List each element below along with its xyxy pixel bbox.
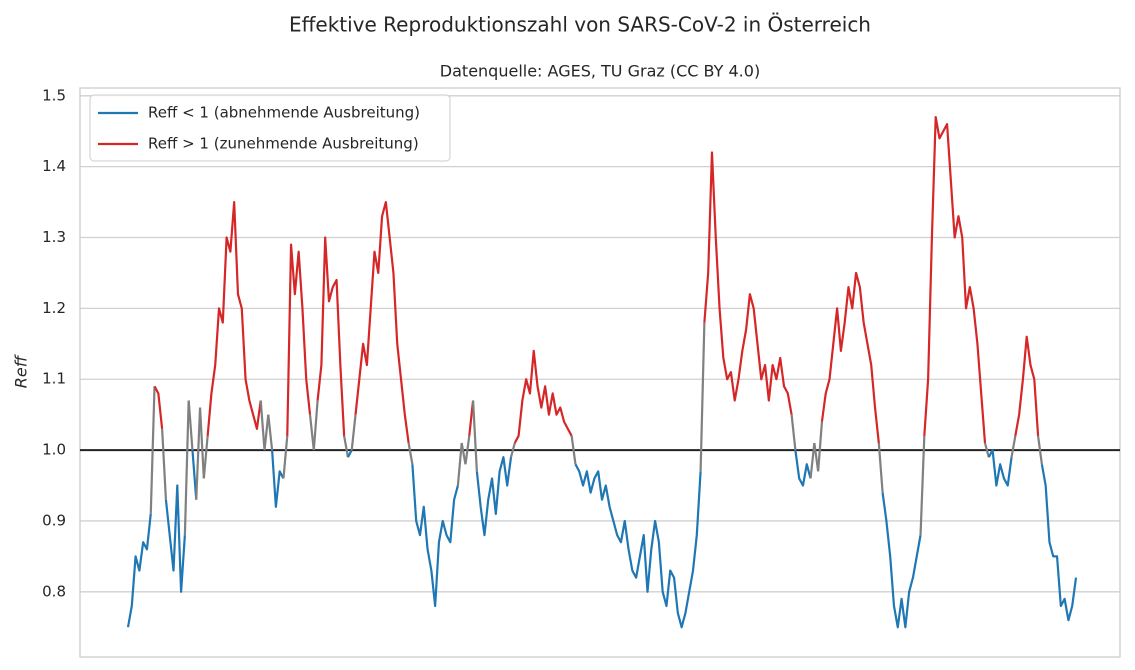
crossing-segment	[312, 400, 319, 451]
crossing-segment	[877, 442, 884, 493]
crossing-segment	[464, 435, 471, 465]
crossing-segment	[259, 400, 266, 451]
y-axis-label: Reff	[12, 353, 31, 388]
crossing-segment	[161, 428, 168, 500]
crossing-segment	[149, 386, 156, 514]
y-tick-label: 1.2	[42, 299, 66, 317]
y-tick-label: 0.9	[42, 511, 66, 529]
series-line	[794, 449, 812, 487]
crossing-segment	[817, 421, 824, 472]
crossing-segment	[407, 442, 414, 465]
chart-title: Effektive Reproduktionszahl von SARS-CoV…	[289, 13, 871, 37]
series-line	[703, 151, 793, 415]
crossing-segment	[456, 442, 463, 486]
series-line	[153, 385, 164, 429]
crossing-segment	[263, 414, 270, 451]
series-line	[475, 456, 513, 537]
crossing-segment	[509, 442, 516, 458]
crossing-segment	[983, 442, 990, 458]
legend-label: Reff > 1 (zunehmende Ausbreitung)	[148, 135, 419, 153]
series-line	[820, 271, 880, 444]
series-line	[923, 115, 987, 444]
chart-subtitle: Datenquelle: AGES, TU Graz (CC BY 4.0)	[440, 62, 760, 81]
crossing-segment	[790, 414, 797, 451]
crossing-segment	[809, 442, 816, 479]
series-line	[126, 513, 152, 628]
crossing-segment	[471, 400, 478, 472]
series-line	[206, 200, 262, 437]
crossing-segment	[1036, 435, 1043, 465]
crossing-segment	[699, 322, 706, 472]
crossing-segment	[350, 414, 357, 451]
y-tick-label: 1.4	[42, 157, 66, 175]
plot-frame	[79, 87, 1121, 658]
series-line	[513, 349, 573, 444]
legend-box	[89, 94, 451, 162]
y-tick-label: 0.8	[42, 582, 66, 600]
crossing-segment	[282, 435, 289, 479]
series-line	[346, 449, 353, 458]
series-line	[987, 448, 1013, 487]
y-tick-label: 1.5	[42, 86, 66, 104]
series-line	[354, 200, 410, 444]
y-tick-label: 1.0	[42, 441, 66, 459]
series-line	[316, 236, 346, 436]
series-line	[286, 243, 312, 436]
crossing-segment	[187, 400, 194, 451]
crossing-segment	[1010, 435, 1017, 458]
crossing-segment	[267, 414, 274, 451]
crossing-segment	[202, 435, 209, 479]
series-line	[574, 463, 702, 629]
crossing-segment	[343, 435, 350, 458]
crossing-segment	[183, 400, 190, 536]
series-line	[164, 484, 186, 593]
crossing-segment	[198, 407, 205, 479]
y-tick-label: 1.3	[42, 228, 66, 246]
y-tick-label: 1.1	[42, 370, 66, 388]
series-line	[411, 464, 459, 608]
crossing-segment	[570, 435, 577, 465]
crossing-segment	[919, 435, 926, 536]
series-line	[1014, 335, 1040, 437]
crossing-segment	[195, 407, 202, 500]
series-line	[881, 492, 922, 629]
legend-label: Reff < 1 (abnehmende Ausbreitung)	[148, 104, 420, 122]
series-line	[1040, 464, 1078, 622]
series-line	[270, 450, 285, 508]
